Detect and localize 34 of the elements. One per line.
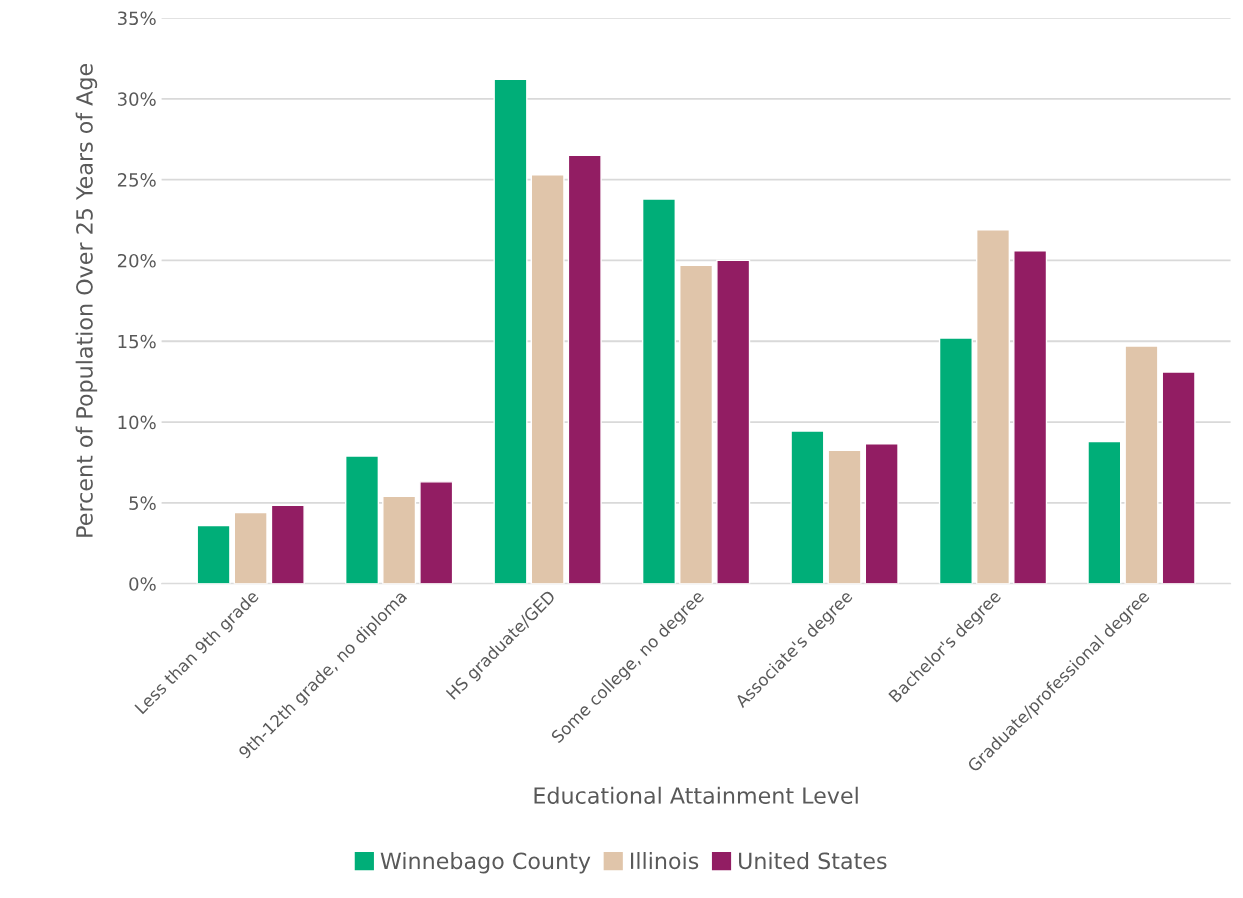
- y-tick-label: 5%: [129, 496, 156, 510]
- y-tick-label: 30%: [117, 92, 156, 106]
- y-tick-label: 25%: [117, 173, 156, 187]
- y-tick-label: 20%: [117, 253, 156, 268]
- bar: [530, 174, 565, 584]
- bar: [716, 259, 751, 584]
- bar: [864, 443, 899, 584]
- y-tick-label: 35%: [117, 11, 156, 26]
- bar: [196, 524, 231, 584]
- legend-label: Illinois: [630, 852, 699, 870]
- bar: [270, 504, 305, 584]
- bar: [233, 511, 268, 584]
- y-tick-label: 0%: [129, 577, 156, 591]
- bar: [419, 481, 454, 584]
- legend-label: United States: [739, 852, 887, 870]
- bar: [493, 78, 528, 584]
- bar: [790, 430, 825, 584]
- bar: [1124, 345, 1159, 584]
- x-axis-title: Educational Attainment Level: [534, 786, 858, 804]
- y-axis-title: Percent of Population Over 25 Years of Age: [75, 64, 98, 537]
- bar: [1161, 371, 1196, 584]
- legend-label: Winnebago County: [380, 852, 591, 874]
- bar: [975, 229, 1011, 584]
- y-tick-label: 15%: [118, 334, 156, 349]
- bar: [1087, 440, 1122, 584]
- bar: [679, 264, 714, 584]
- bar: [938, 337, 973, 584]
- bar: [1013, 250, 1048, 584]
- y-tick-label: 10%: [118, 415, 156, 430]
- bar: [344, 455, 380, 584]
- bar: [382, 495, 417, 584]
- bar: [567, 154, 602, 584]
- bar: [641, 198, 676, 584]
- bar: [827, 449, 862, 584]
